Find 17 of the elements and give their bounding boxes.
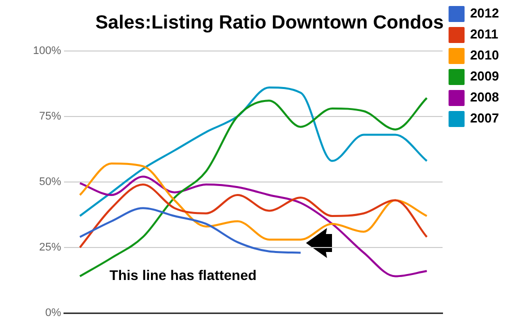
line-series bbox=[78, 86, 428, 217]
legend-label: 2011 bbox=[470, 26, 498, 42]
legend-label: 2009 bbox=[470, 68, 499, 84]
line-series bbox=[78, 207, 302, 254]
legend-label: 2008 bbox=[470, 90, 499, 105]
legend-label: 2007 bbox=[470, 110, 499, 126]
chart-title: Sales:Listing Ratio Downtown Condos bbox=[95, 12, 444, 34]
line-series bbox=[78, 184, 428, 248]
line-series bbox=[78, 162, 428, 241]
y-tick-label: 100% bbox=[32, 44, 62, 57]
y-tick-label: 25% bbox=[39, 241, 62, 254]
legend-label: 2010 bbox=[470, 48, 499, 63]
annotation: This line has flattened bbox=[110, 267, 257, 284]
legend-label: 2012 bbox=[470, 6, 499, 21]
y-tick-label: 75% bbox=[39, 110, 62, 122]
y-tick-label: 0% bbox=[45, 307, 62, 320]
y-tick-label: 50% bbox=[39, 176, 62, 188]
